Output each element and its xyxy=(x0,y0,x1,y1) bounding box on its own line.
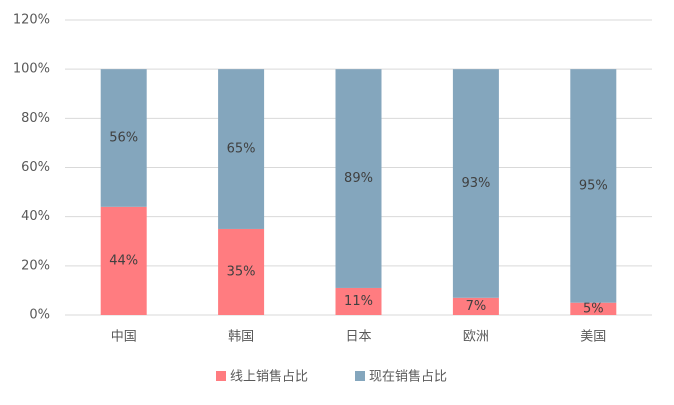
bar-segment xyxy=(335,287,382,315)
bar-segment xyxy=(452,297,499,315)
data-label: 89% xyxy=(344,171,373,186)
y-tick-label: 120% xyxy=(13,13,50,28)
legend-label: 现在销售占比 xyxy=(369,369,447,385)
bar-segment xyxy=(218,228,265,315)
y-tick-label: 80% xyxy=(21,111,50,126)
data-label: 11% xyxy=(344,294,373,309)
y-tick-label: 0% xyxy=(29,308,50,323)
x-tick-label: 美国 xyxy=(580,330,606,345)
data-label: 7% xyxy=(466,299,487,314)
data-label: 93% xyxy=(461,176,490,191)
data-label: 65% xyxy=(227,142,256,157)
legend-label: 线上销售占比 xyxy=(230,369,308,385)
data-label: 95% xyxy=(579,178,608,193)
data-label: 44% xyxy=(109,253,138,268)
y-tick-label: 60% xyxy=(21,160,50,175)
y-tick-label: 40% xyxy=(21,209,50,224)
y-tick-label: 20% xyxy=(21,258,50,273)
bar-segment xyxy=(570,302,617,315)
bar-segment xyxy=(570,69,617,303)
bar-segment xyxy=(335,69,382,288)
bar-segment xyxy=(100,69,147,207)
bar-segment xyxy=(452,69,499,298)
x-tick-label: 中国 xyxy=(111,330,137,345)
legend-swatch xyxy=(355,371,365,381)
y-tick-label: 100% xyxy=(13,62,50,77)
data-label: 56% xyxy=(109,131,138,146)
x-tick-label: 韩国 xyxy=(228,330,254,345)
bar-segment xyxy=(218,69,265,229)
x-tick-label: 日本 xyxy=(345,330,371,345)
bar-segment xyxy=(100,206,147,315)
x-tick-label: 欧洲 xyxy=(463,330,489,345)
data-label: 5% xyxy=(583,301,604,316)
legend-swatch xyxy=(216,371,226,381)
data-label: 35% xyxy=(227,264,256,279)
